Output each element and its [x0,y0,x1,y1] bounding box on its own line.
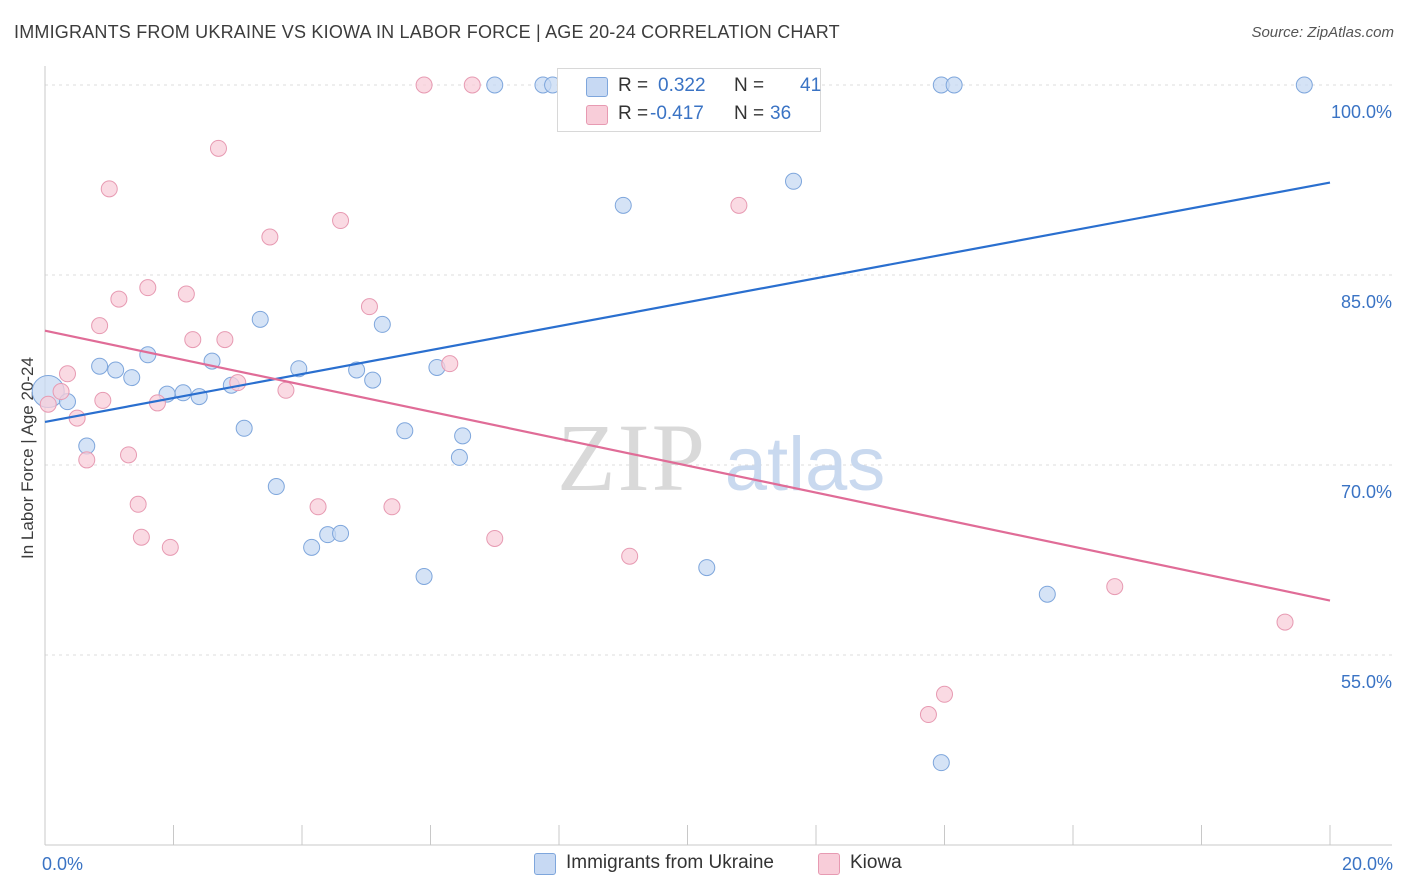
kiowa-point [463,76,481,94]
ukraine-point [486,76,504,94]
legend-n-label: N = [734,75,765,96]
ukraine-point [290,360,308,378]
kiowa-point [94,391,112,409]
ukraine-point [415,567,433,585]
kiowa-point [277,381,295,399]
kiowa-point [1276,613,1294,631]
ukraine-point [785,172,803,190]
ukraine-point [1038,585,1056,603]
trend-lines [44,181,1331,602]
series-label-ukraine: Immigrants from Ukraine [566,852,774,873]
kiowa-point [441,355,459,373]
kiowa-point [216,331,234,349]
kiowa-point [621,547,639,565]
kiowa-point [730,196,748,214]
ukraine-trend-line [44,181,1331,424]
kiowa-point [919,706,937,724]
ukraine-point [235,419,253,437]
watermark-zip: ZIP [557,404,707,511]
stats-legend: R = 0.322 N = 41 R = -0.417 N = 36 [557,68,821,132]
legend-r-value-kiowa: -0.417 [650,103,704,124]
y-tick-label: 70.0% [1341,482,1392,502]
kiowa-point [68,409,86,427]
ukraine-point [364,371,382,389]
ukraine-point [454,427,472,445]
watermark-atlas: atlas [725,422,886,507]
ukraine-point [303,538,321,556]
kiowa-point [78,451,96,469]
kiowa-point [184,331,202,349]
ukraine-point [348,361,366,379]
kiowa-point [120,446,138,464]
ukraine-point [373,315,391,333]
x-tick-label-min: 0.0% [42,854,83,874]
ukraine-point [396,422,414,440]
kiowa-point [209,139,227,157]
x-tick-labels: 0.0% 20.0% [42,854,1393,874]
y-tick-label: 100.0% [1331,102,1392,122]
series-label-kiowa: Kiowa [850,852,902,873]
kiowa-point [110,290,128,308]
ukraine-point [190,388,208,406]
kiowa-trend-line [44,329,1331,602]
kiowa-point [132,528,150,546]
series-swatch-kiowa [818,853,840,875]
ukraine-point [267,478,285,496]
y-tick-label: 55.0% [1341,672,1392,692]
ukraine-point [698,559,716,577]
kiowa-point [261,228,279,246]
kiowa-point [229,374,247,392]
axes [44,66,1392,846]
kiowa-point [100,180,118,198]
ukraine-point [1295,76,1313,94]
axis-ticks [44,825,1331,845]
ukraine-point [139,346,157,364]
ukraine-point [174,384,192,402]
kiowa-point [58,365,76,383]
legend-swatch-ukraine [586,77,608,97]
kiowa-point [936,685,953,703]
legend-n-value-kiowa: 36 [770,103,792,124]
legend-r-value-ukraine: 0.322 [658,75,706,96]
ukraine-point [932,754,950,772]
kiowa-point [332,212,350,230]
kiowa-point [415,76,433,94]
legend-n-label: N = [734,103,765,124]
gridlines [45,84,1392,656]
series-legend: Immigrants from Ukraine Kiowa [0,852,1406,878]
watermark: ZIP atlas [557,404,885,511]
ukraine-point [107,361,125,379]
legend-n-value-ukraine: 41 [800,75,822,96]
kiowa-point [129,495,147,513]
kiowa-point [39,395,57,413]
ukraine-point [123,369,141,387]
kiowa-point [177,285,195,303]
kiowa-point [161,538,179,556]
chart-source: Source: ZipAtlas.com [1251,24,1394,41]
legend-swatch-kiowa [586,105,608,125]
kiowa-point [91,317,109,335]
ukraine-point [332,524,350,542]
y-tick-label: 85.0% [1341,292,1392,312]
kiowa-point [360,298,378,316]
ukraine-point [614,196,632,214]
series-swatch-ukraine [534,853,556,875]
ukraine-point [450,448,468,466]
legend-r-label: R = [618,103,649,124]
kiowa-point [383,498,401,516]
ukraine-point [91,357,109,375]
legend-r-label: R = [618,75,649,96]
ukraine-point [251,310,269,328]
chart-title: IMMIGRANTS FROM UKRAINE VS KIOWA IN LABO… [14,22,840,42]
y-tick-labels: 55.0% 70.0% 85.0% 100.0% [1331,102,1392,692]
kiowa-point [1106,578,1124,596]
kiowa-point [52,383,70,401]
kiowa-point [486,529,504,547]
kiowa-point [309,498,327,516]
x-tick-label-max: 20.0% [1342,854,1393,874]
ukraine-point [945,76,963,94]
kiowa-point [139,279,157,297]
